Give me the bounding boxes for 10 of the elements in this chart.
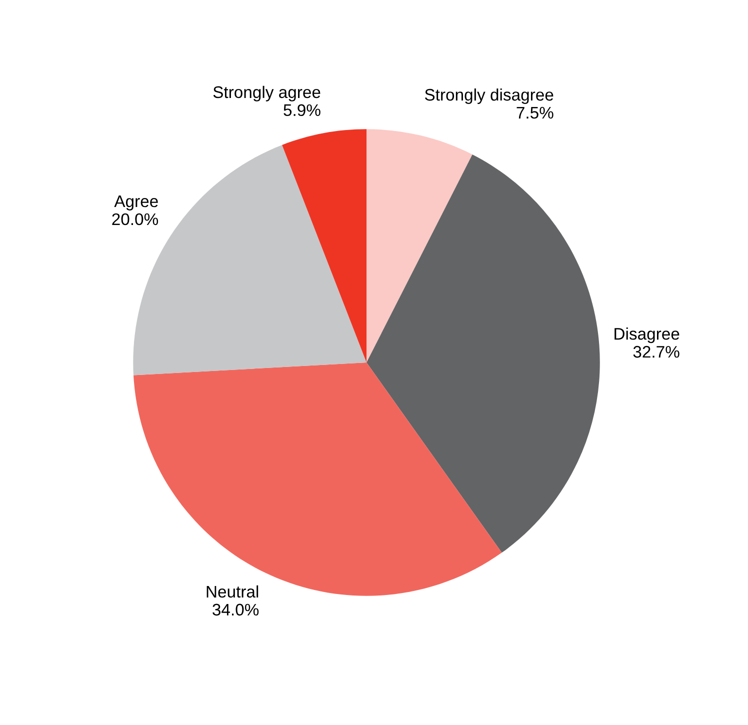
slice-label: Neutral: [206, 585, 258, 598]
slice-label: Agree: [114, 196, 158, 210]
slice-label: Strongly agree: [213, 86, 320, 102]
data-label: 34.0%: [212, 604, 259, 616]
data-label: 5.9%: [284, 104, 320, 116]
data-label: 32.7%: [633, 346, 680, 358]
data-label: 20.0%: [112, 213, 158, 226]
slice-label: Disagree: [614, 328, 680, 344]
data-label: 7.5%: [516, 106, 554, 119]
slice-label: Strongly disagree: [424, 88, 554, 104]
